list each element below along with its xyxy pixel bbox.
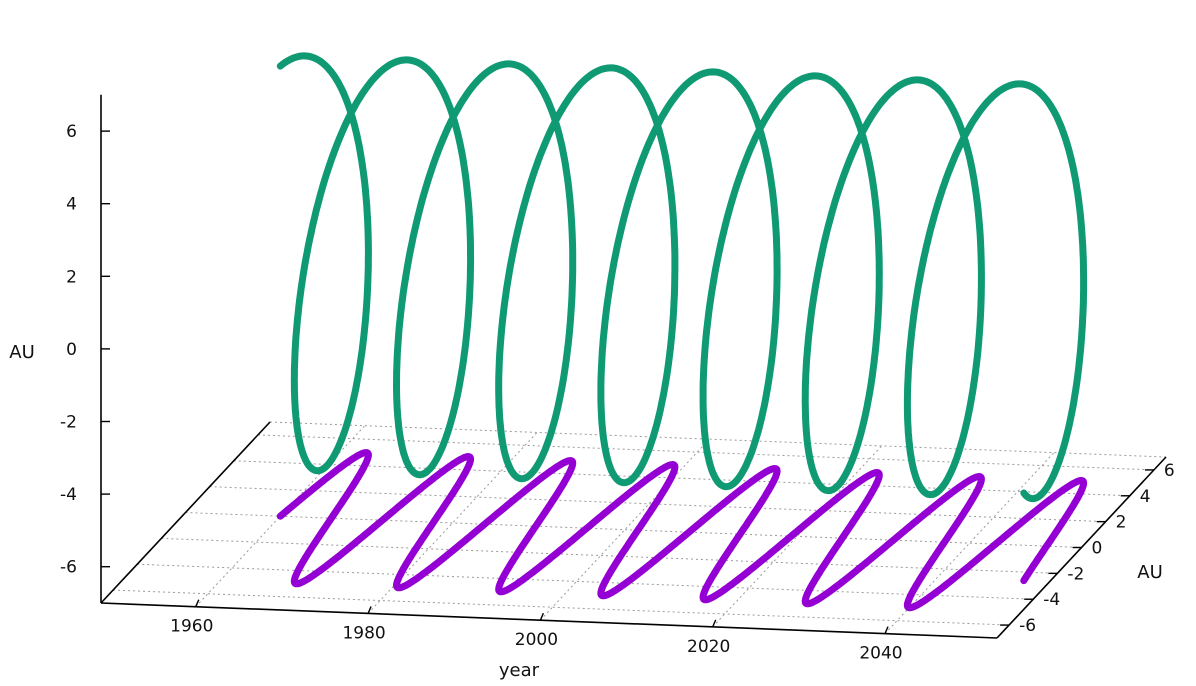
x-axis-line: [100, 602, 998, 639]
grid-line-y: [113, 589, 1010, 626]
grid-line-x: [712, 445, 883, 628]
helix-line: [276, 52, 1088, 503]
y-tick-label: 2: [1116, 513, 1127, 533]
z-tick-label: 2: [66, 267, 77, 287]
y-tick-label: 6: [1164, 461, 1175, 481]
y-tick-label: -2: [1067, 564, 1084, 584]
y-tick-label: 0: [1092, 539, 1103, 559]
x-tick-label: 2040: [859, 644, 902, 664]
y-tick-label: -6: [1019, 616, 1036, 636]
x-axis-title: year: [499, 660, 540, 681]
z-tick-label: -2: [60, 413, 77, 433]
grid-line-x: [540, 438, 710, 621]
grid-line-y: [137, 563, 1034, 600]
z-tick-label: 4: [66, 195, 77, 215]
x-tick: [712, 619, 717, 628]
x-tick: [367, 606, 372, 614]
x-tick: [884, 626, 889, 634]
series: [276, 52, 1088, 612]
x-tick: [539, 612, 545, 621]
y-axis-title: AU: [1137, 562, 1163, 583]
x-tick: [195, 599, 200, 607]
axes: [100, 94, 1167, 639]
x-tick-label: 2000: [515, 630, 558, 650]
floor-projection-line: [276, 449, 1088, 612]
x-tick-label: 1980: [342, 623, 385, 643]
y-tick-label: 4: [1140, 487, 1151, 507]
floor-left-edge: [100, 421, 271, 604]
y-tick-label: -4: [1043, 590, 1060, 610]
z-axis-title: AU: [9, 342, 35, 363]
z-tick-label: 6: [66, 122, 77, 142]
z-tick-label: 0: [66, 340, 77, 360]
x-tick-label: 2020: [687, 637, 730, 657]
x-tick-label: 1960: [170, 617, 213, 637]
z-tick-label: -6: [60, 558, 77, 578]
z-tick-label: -4: [60, 485, 77, 505]
